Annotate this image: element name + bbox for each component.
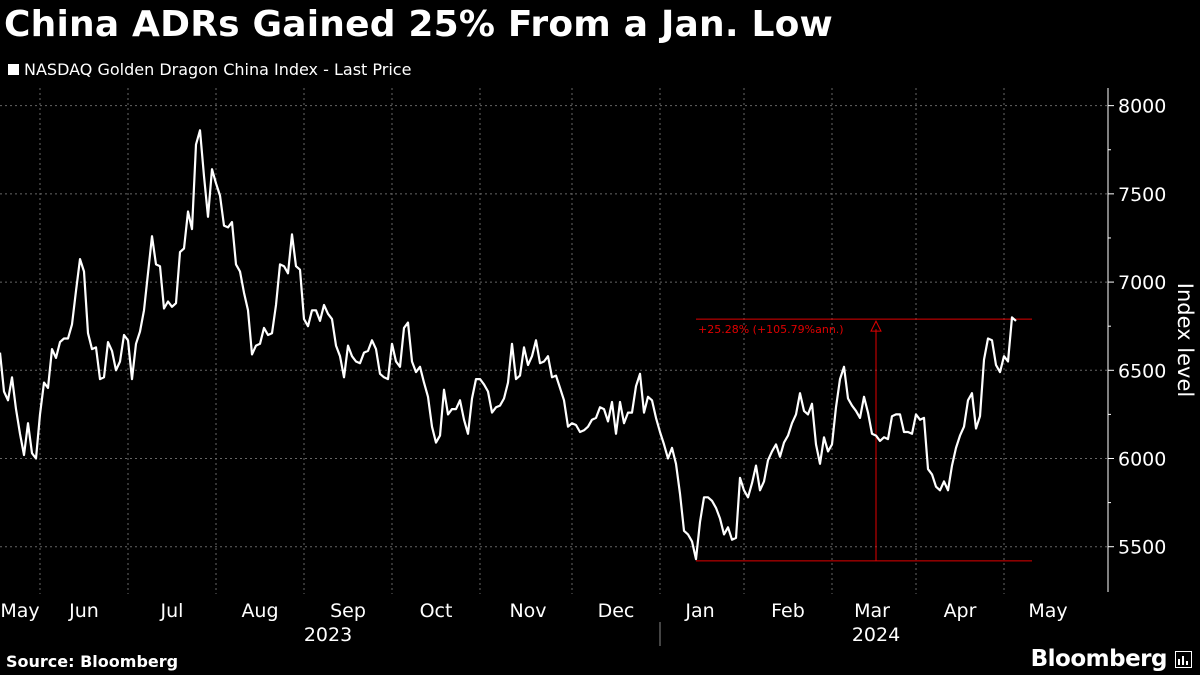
- grid-layer: [0, 88, 1108, 594]
- x-month-label: Sep: [330, 600, 366, 622]
- y-tick-label: 7000: [1118, 272, 1166, 294]
- series-layer: [0, 129, 1017, 561]
- x-month-label: May: [1028, 600, 1067, 622]
- legend-swatch: [8, 64, 19, 75]
- x-month-label: Feb: [771, 600, 805, 622]
- bloomberg-logo-icon: [1175, 650, 1192, 668]
- x-month-label: Nov: [509, 600, 546, 622]
- x-month-label: Oct: [420, 600, 453, 622]
- series-line: [0, 129, 1017, 561]
- annotation-layer: +25.28% (+105.79%ann.): [696, 318, 1032, 562]
- annotation-label: +25.28% (+105.79%ann.): [698, 323, 844, 336]
- x-month-label: Jun: [68, 600, 99, 622]
- y-tick-label: 6000: [1118, 449, 1166, 471]
- y-tick-label: 6500: [1118, 360, 1166, 382]
- y-tick-label: 7500: [1118, 184, 1166, 206]
- x-month-label: Apr: [944, 600, 977, 622]
- x-month-label: Jul: [160, 600, 184, 622]
- x-year-label: 2023: [304, 624, 352, 646]
- axis-layer: 5500 6000 6500 7000 7500 8000 Index level May Ju…: [0, 88, 1197, 646]
- y-tick-label: 8000: [1118, 96, 1166, 118]
- x-year-label: 2024: [852, 624, 900, 646]
- x-month-label: Mar: [854, 600, 890, 622]
- brand-name: Bloomberg: [1030, 646, 1168, 672]
- annotation-arrow-head: [870, 320, 882, 332]
- y-axis-title: Index level: [1173, 283, 1197, 397]
- source-note: Source: Bloomberg: [6, 652, 179, 671]
- legend-label: NASDAQ Golden Dragon China Index - Last …: [24, 60, 412, 79]
- x-month-label: Jan: [684, 600, 714, 622]
- x-month-label: Aug: [241, 600, 278, 622]
- x-month-label: May: [0, 600, 39, 622]
- brand: Bloomberg: [1031, 646, 1192, 672]
- legend: NASDAQ Golden Dragon China Index - Last …: [8, 60, 411, 79]
- x-month-label: Dec: [598, 600, 635, 622]
- y-tick-label: 5500: [1118, 537, 1166, 559]
- chart-title: China ADRs Gained 25% From a Jan. Low: [4, 4, 834, 45]
